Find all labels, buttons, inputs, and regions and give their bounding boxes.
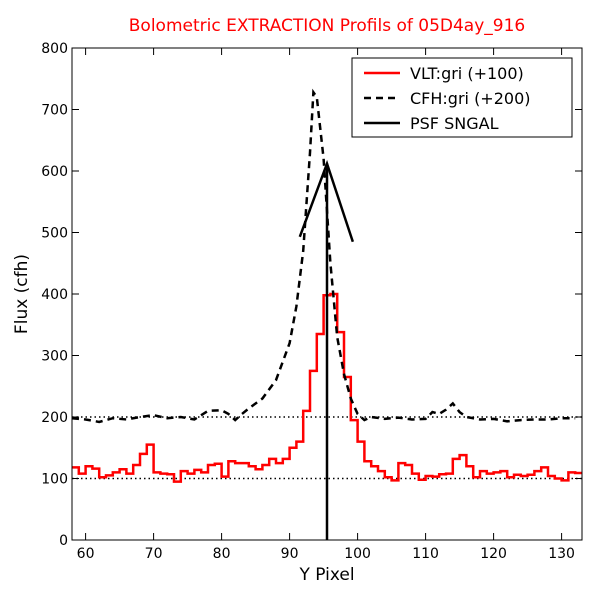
y-axis-ticks: 0 100 200 300 400 500 600 700 800 [41,41,582,549]
x-tick-label: 100 [344,546,371,562]
y-tick-label: 700 [41,103,68,119]
x-tick-label: 70 [145,546,163,562]
x-axis-ticks: 60 70 80 90 100 110 120 130 [77,48,575,562]
y-axis-label: Flux (cfh) [12,254,32,334]
y-tick-label: 200 [41,410,68,426]
x-tick-label: 130 [548,546,575,562]
legend: VLT:gri (+100) CFH:gri (+200) PSF SNGAL [351,57,573,138]
y-tick-label: 500 [41,226,68,242]
legend-label-vlt: VLT:gri (+100) [410,64,524,83]
y-tick-label: 600 [41,164,68,180]
x-tick-label: 90 [281,546,299,562]
series-layer [71,88,582,540]
x-tick-label: 110 [412,546,439,562]
series-line-0 [72,292,582,483]
y-tick-label: 0 [59,533,68,549]
y-tick-label: 800 [41,41,68,57]
x-tick-label: 60 [77,546,95,562]
y-tick-label: 300 [41,349,68,365]
x-axis-label: Y Pixel [298,565,354,585]
x-tick-label: 120 [480,546,507,562]
y-tick-label: 100 [41,472,68,488]
y-tick-label: 400 [41,287,68,303]
x-tick-label: 80 [213,546,231,562]
chart-title: Bolometric EXTRACTION Profils of 05D4ay_… [129,16,525,36]
legend-label-psf: PSF SNGAL [410,114,499,133]
legend-label-cfh: CFH:gri (+200) [410,89,531,108]
